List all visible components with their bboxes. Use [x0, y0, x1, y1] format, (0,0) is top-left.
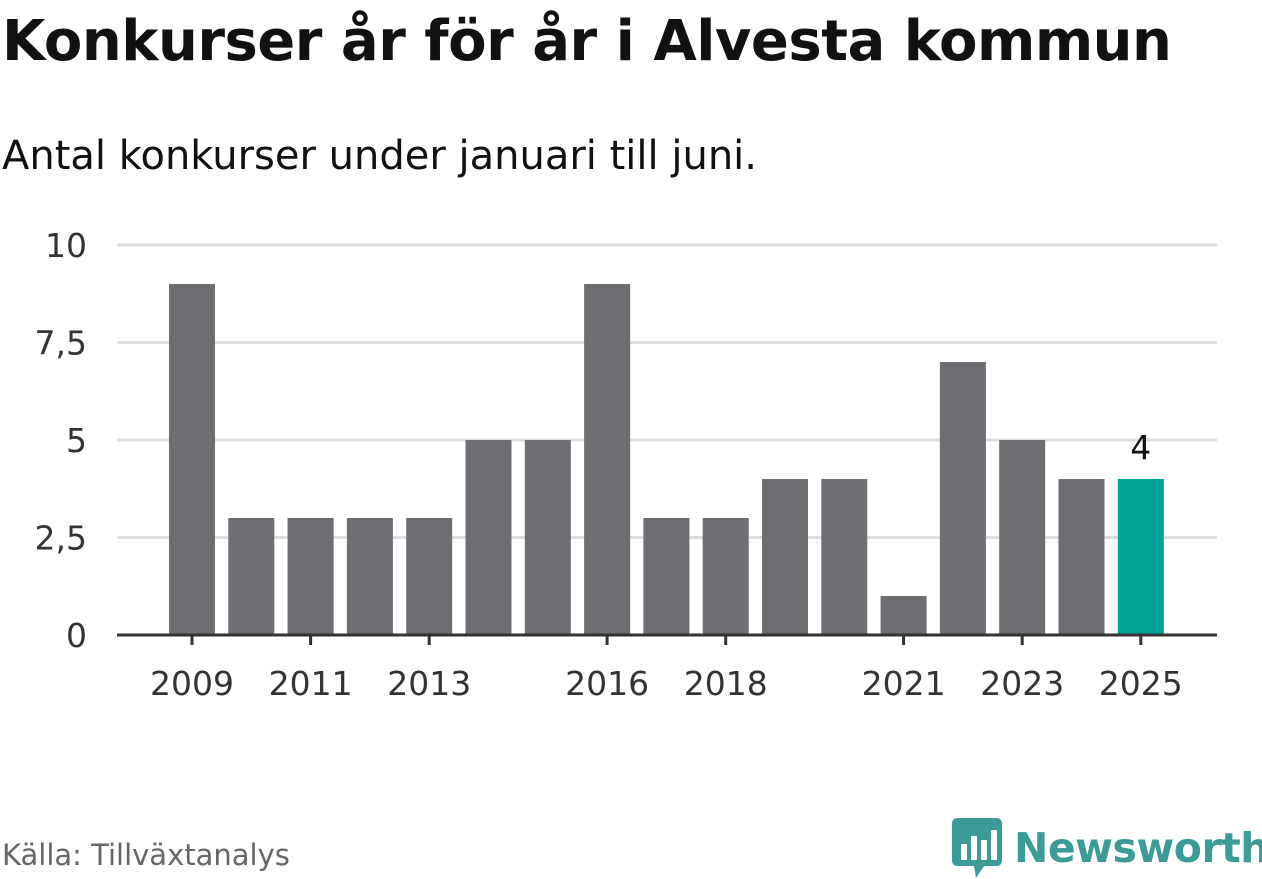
bar-2013 [406, 518, 453, 635]
bar-2020 [821, 479, 868, 635]
y-tick-label: 7,5 [35, 324, 87, 363]
bars [169, 284, 1164, 635]
bar-2019 [762, 479, 808, 635]
y-tick-label: 2,5 [35, 519, 87, 558]
brand-name: Newsworthy [1014, 824, 1262, 872]
x-tick-label: 2013 [387, 664, 471, 703]
y-tick-label: 5 [66, 421, 87, 460]
data-label-2025: 4 [1130, 428, 1151, 467]
grid-lines [117, 243, 1217, 539]
bar-chart-speech-bubble-icon [952, 818, 1002, 878]
bar-chart: 0 2,5 5 7,5 10 4 2009 2011 2013 2016 2018 2021 2023 2… [35, 226, 1217, 703]
source-note: Källa: Tillväxtanalys [2, 838, 290, 872]
x-tick-label: 2009 [150, 664, 234, 703]
bar-2025 [1117, 479, 1164, 635]
bar-2024 [1058, 479, 1105, 635]
bar-2012 [346, 518, 393, 635]
bar-2018 [702, 518, 749, 635]
x-axis [117, 633, 1217, 645]
bar-2015 [524, 440, 571, 635]
bar-2014 [465, 440, 512, 635]
x-tick-label: 2018 [684, 664, 768, 703]
x-tick-label: 2021 [862, 664, 946, 703]
bar-2021 [880, 596, 927, 635]
x-tick-label: 2023 [980, 664, 1064, 703]
x-tick-label: 2025 [1099, 664, 1183, 703]
bar-2011 [287, 518, 334, 635]
y-tick-label: 0 [66, 616, 87, 655]
bar-2009 [169, 284, 215, 635]
bar-2023 [999, 440, 1046, 635]
newsworthy-logo: Newsworthy [952, 818, 1262, 878]
bar-2010 [228, 518, 275, 635]
y-tick-label: 10 [45, 226, 87, 265]
bar-2016 [584, 284, 631, 635]
x-tick-label: 2011 [269, 664, 353, 703]
chart-title: Konkurser år för år i Alvesta kommun [2, 9, 1172, 74]
bar-2022 [939, 362, 986, 635]
labels: 0 2,5 5 7,5 10 4 2009 2011 2013 2016 2018 2021 2023 2… [35, 226, 1183, 703]
bar-2017 [643, 518, 690, 635]
x-tick-label: 2016 [565, 664, 649, 703]
chart-subtitle: Antal konkurser under januari till juni. [2, 133, 757, 179]
